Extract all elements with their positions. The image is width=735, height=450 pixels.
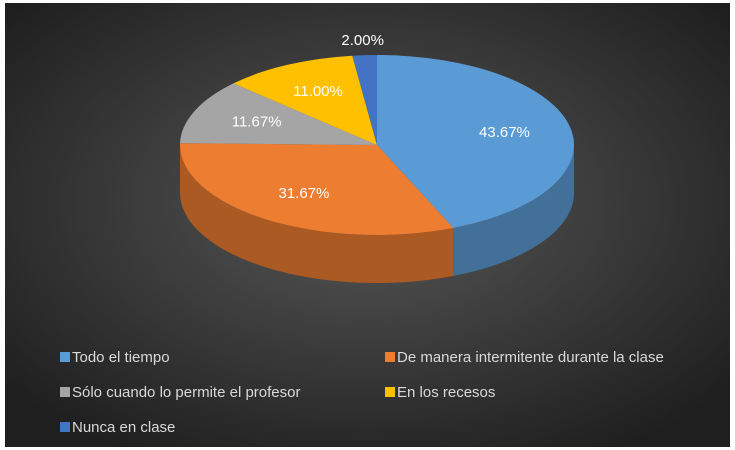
slice-side <box>453 145 574 276</box>
legend-swatch <box>385 352 395 362</box>
legend-label: En los recesos <box>397 384 495 401</box>
legend-swatch <box>60 422 70 432</box>
legend-swatch <box>60 352 70 362</box>
pie: 43.67% 31.67% 11.67% 11.00% 2.00% <box>179 32 575 283</box>
slice <box>180 83 377 145</box>
data-label: 31.67% <box>278 185 329 202</box>
data-label: 11.67% <box>232 114 282 131</box>
slice <box>233 55 377 145</box>
legend-label: Sólo cuando lo permite el profesor <box>72 384 300 401</box>
legend: Todo el tiempo De manera intermitente dur… <box>60 349 664 436</box>
legend-label: De manera intermitente durante la clase <box>397 349 664 366</box>
legend-label: Nunca en clase <box>72 419 175 436</box>
slice <box>377 55 575 228</box>
slice-side <box>180 145 454 283</box>
data-label: 43.67% <box>479 124 530 141</box>
legend-swatch <box>385 387 395 397</box>
legend-label: Todo el tiempo <box>72 349 170 366</box>
slice <box>352 55 377 145</box>
data-label: 2.00% <box>341 32 384 49</box>
data-label: 11.00% <box>293 83 343 100</box>
legend-swatch <box>60 387 70 397</box>
slice <box>179 143 454 235</box>
